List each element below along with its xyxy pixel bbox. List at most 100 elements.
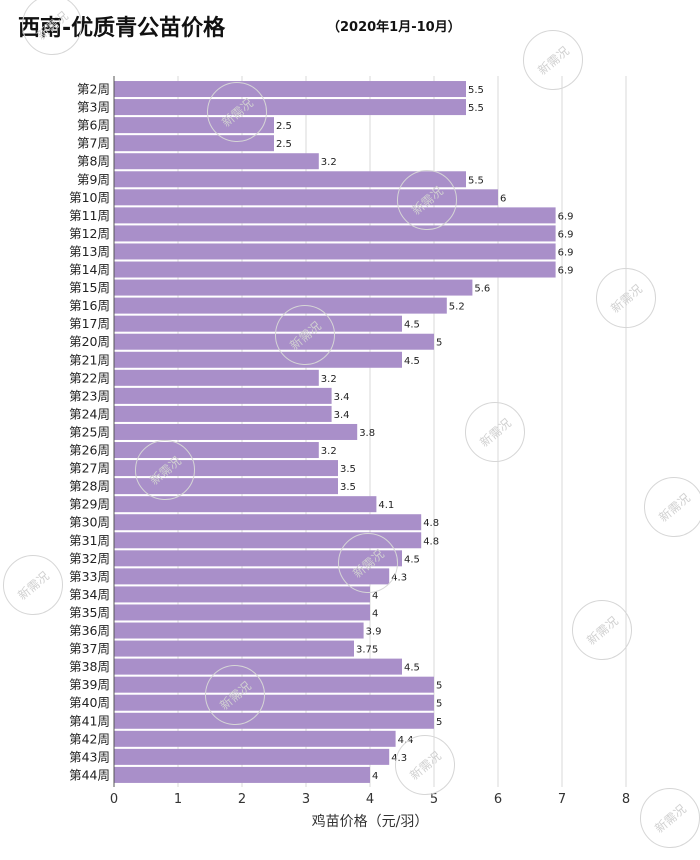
y-tick-label: 第16周: [69, 298, 110, 313]
axis-layer: 0 1 2 3 4 5 6 7 8: [110, 76, 630, 807]
data-label: 4.8: [423, 536, 439, 547]
data-label: 5.5: [468, 175, 484, 186]
bar: [114, 730, 396, 747]
bar: [114, 478, 338, 495]
data-label: 3.5: [340, 464, 356, 475]
y-tick-label: 第28周: [69, 479, 110, 494]
data-label: 4.5: [404, 554, 420, 565]
y-tick-label: 第41周: [69, 713, 110, 728]
chart-subtitle: （2020年1月-10月）: [327, 20, 461, 35]
y-tick-label: 第31周: [69, 533, 110, 548]
y-tick-label: 第10周: [69, 190, 110, 205]
label-layer: 第2周 5.5 第3周 5.5 第6周 2.5 第7周 2.5 第8周 3.2 第9周 5.5 第10周…: [69, 82, 573, 783]
bar: [114, 640, 354, 657]
bar: [114, 604, 370, 621]
x-tick-label: 2: [238, 792, 246, 807]
y-tick-label: 第3周: [77, 100, 110, 115]
data-label: 6.9: [558, 211, 574, 222]
data-label: 6.9: [558, 266, 574, 277]
data-label: 3.2: [321, 157, 337, 168]
bar: [114, 225, 556, 242]
bar: [114, 550, 402, 567]
data-label: 4.3: [391, 753, 407, 764]
y-tick-label: 第34周: [69, 587, 110, 602]
data-label: 4: [372, 771, 378, 782]
y-tick-label: 第35周: [69, 605, 110, 620]
y-tick-label: 第43周: [69, 749, 110, 764]
data-label: 3.9: [366, 627, 382, 638]
data-label: 4.8: [423, 518, 439, 529]
bar: [114, 351, 402, 368]
y-tick-label: 第9周: [77, 172, 110, 187]
x-axis-title: 鸡苗价格（元/羽）: [312, 813, 429, 830]
data-label: 5: [436, 338, 442, 349]
y-tick-label: 第37周: [69, 641, 110, 656]
data-label: 3.2: [321, 374, 337, 385]
y-tick-label: 第30周: [69, 515, 110, 530]
bar: [114, 496, 377, 513]
data-label: 4: [372, 590, 378, 601]
y-tick-label: 第12周: [69, 226, 110, 241]
bar: [114, 532, 422, 549]
chart-title: 西南-优质青公苗价格: [18, 16, 226, 41]
y-tick-label: 第21周: [69, 352, 110, 367]
x-tick-label: 8: [622, 792, 630, 807]
y-tick-label: 第40周: [69, 695, 110, 710]
bar: [114, 135, 274, 152]
y-tick-label: 第38周: [69, 659, 110, 674]
y-tick-label: 第42周: [69, 731, 110, 746]
bar: [114, 99, 466, 116]
y-tick-label: 第8周: [77, 154, 110, 169]
data-label: 5: [436, 681, 442, 692]
data-label: 6: [500, 193, 506, 204]
bar: [114, 694, 434, 711]
bar: [114, 369, 319, 386]
bar: [114, 387, 332, 404]
bar: [114, 766, 370, 783]
bar: [114, 81, 466, 98]
data-label: 4: [372, 608, 378, 619]
y-tick-label: 第14周: [69, 262, 110, 277]
data-label: 4.5: [404, 356, 420, 367]
bar-layer: [114, 81, 556, 783]
bar: [114, 279, 473, 296]
y-tick-label: 第26周: [69, 443, 110, 458]
bar: [114, 405, 332, 422]
bar: [114, 676, 434, 693]
y-tick-label: 第44周: [69, 767, 110, 782]
y-tick-label: 第27周: [69, 461, 110, 476]
bar: [114, 189, 498, 206]
bar: [114, 171, 466, 188]
data-label: 4.1: [378, 500, 394, 511]
data-label: 2.5: [276, 139, 292, 150]
y-tick-label: 第13周: [69, 244, 110, 259]
bar: [114, 622, 364, 639]
x-tick-label: 3: [302, 792, 310, 807]
bar: [114, 153, 319, 170]
bar: [114, 712, 434, 729]
y-tick-label: 第6周: [77, 118, 110, 133]
bar: [114, 514, 422, 531]
y-tick-label: 第2周: [77, 82, 110, 97]
bar: [114, 315, 402, 332]
data-label: 3.4: [334, 410, 350, 421]
bar: [114, 207, 556, 224]
y-tick-label: 第11周: [69, 208, 110, 223]
bar: [114, 442, 319, 459]
data-label: 4.5: [404, 320, 420, 331]
y-tick-label: 第39周: [69, 677, 110, 692]
bar: [114, 333, 434, 350]
bar-chart: 第2周 5.5 第3周 5.5 第6周 2.5 第7周 2.5 第8周 3.2 第9周 5.5 第10周…: [69, 76, 630, 830]
y-tick-label: 第24周: [69, 406, 110, 421]
y-tick-label: 第36周: [69, 623, 110, 638]
data-label: 3.75: [356, 645, 378, 656]
data-label: 5.2: [449, 302, 465, 313]
bar: [114, 748, 390, 765]
y-tick-label: 第7周: [77, 136, 110, 151]
bar: [114, 261, 556, 278]
x-tick-label: 6: [494, 792, 502, 807]
x-tick-label: 5: [430, 792, 438, 807]
data-label: 5: [436, 699, 442, 710]
y-tick-label: 第29周: [69, 497, 110, 512]
data-label: 6.9: [558, 229, 574, 240]
